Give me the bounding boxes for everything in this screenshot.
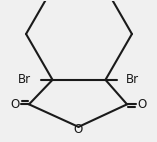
Text: Br: Br xyxy=(126,73,139,86)
Text: Br: Br xyxy=(18,73,31,86)
Text: O: O xyxy=(11,98,20,111)
Text: O: O xyxy=(74,123,83,136)
Text: O: O xyxy=(137,98,146,111)
